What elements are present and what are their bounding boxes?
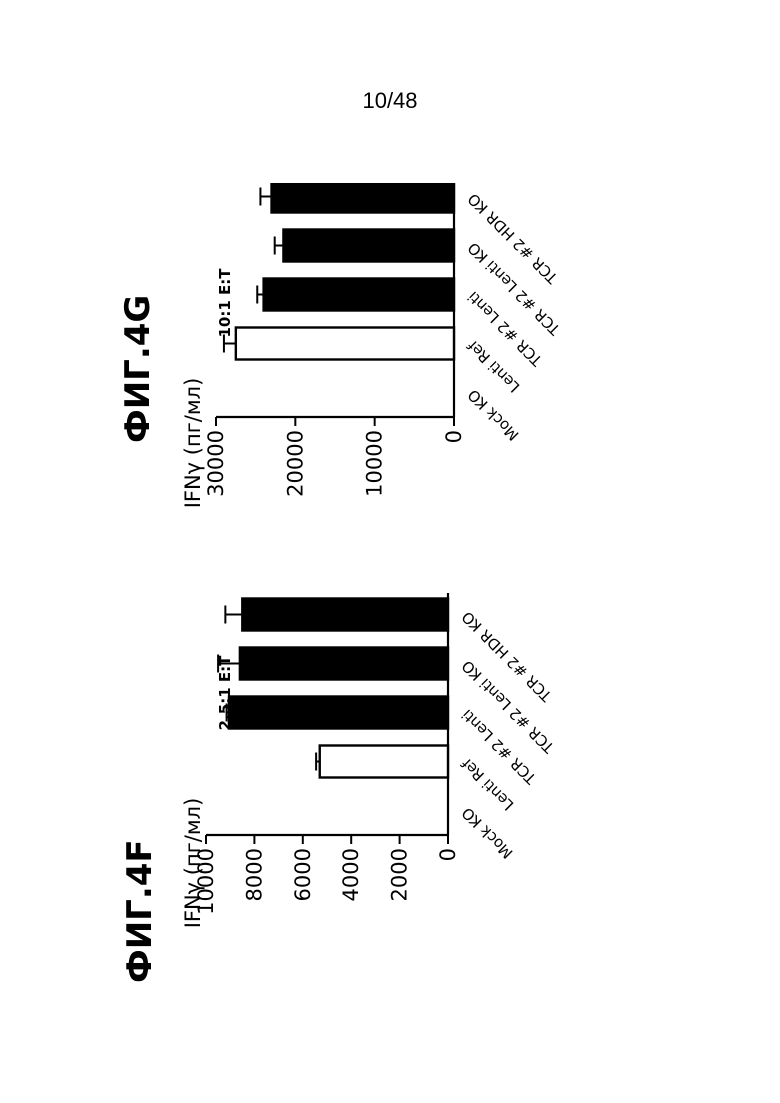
chart-4f-ytick-label: 6000 bbox=[291, 848, 315, 901]
chart-4f-bar bbox=[242, 599, 448, 631]
chart-4g-bar bbox=[264, 279, 454, 311]
chart-4f-bar bbox=[240, 648, 448, 680]
chart-4g-ytick-label: 10000 bbox=[363, 430, 387, 497]
chart-4f-ytick-label: 2000 bbox=[388, 848, 412, 901]
figure-4g: ФИГ.4G IFNγ (пг/мл) 10:1 E:T 01000020000… bbox=[40, 183, 760, 583]
chart-4g-ytick-label: 20000 bbox=[283, 430, 307, 497]
chart-4f-ytick-label: 8000 bbox=[242, 848, 266, 901]
chart-4g-subtitle: 10:1 E:T bbox=[216, 268, 234, 338]
figure-4f: ФИГ.4F IFNγ (пг/мл) 2.5:1 E:T 0200040006… bbox=[40, 593, 760, 993]
chart-4g-bar bbox=[236, 328, 454, 360]
chart-4f-plot: 0200040006000800010000Mock KOLenti RefTC… bbox=[194, 593, 559, 915]
chart-4f-bar bbox=[320, 746, 448, 778]
chart-4g-bar bbox=[283, 230, 454, 262]
chart-4g-xtick-label: Mock KO bbox=[464, 386, 522, 444]
chart-4g-ylabel: IFNγ (пг/мл) bbox=[181, 378, 205, 509]
chart-4f-bar bbox=[229, 697, 448, 729]
chart-4f: IFNγ (пг/мл) 2.5:1 E:T 02000400060008000… bbox=[40, 593, 760, 993]
chart-4f-xtick-label: TCR #2 HDR KO bbox=[458, 608, 556, 706]
chart-4g-ytick-label: 0 bbox=[442, 430, 466, 443]
chart-4g-ytick-label: 30000 bbox=[204, 430, 228, 497]
chart-4f-ytick-label: 10000 bbox=[194, 848, 218, 915]
chart-4g-plot: 0100002000030000Mock KOLenti RefTCR #2 L… bbox=[204, 183, 565, 497]
chart-4f-xtick-label: Mock KO bbox=[458, 804, 516, 862]
chart-4f-ytick-label: 4000 bbox=[339, 848, 363, 901]
chart-4g-xtick-label: TCR #2 HDR KO bbox=[464, 190, 562, 288]
chart-4g: IFNγ (пг/мл) 10:1 E:T 0 10000 20000 30000 Mo… bbox=[40, 183, 760, 583]
chart-4g-bar bbox=[272, 183, 454, 213]
chart-4f-ytick-label: 0 bbox=[436, 848, 460, 861]
